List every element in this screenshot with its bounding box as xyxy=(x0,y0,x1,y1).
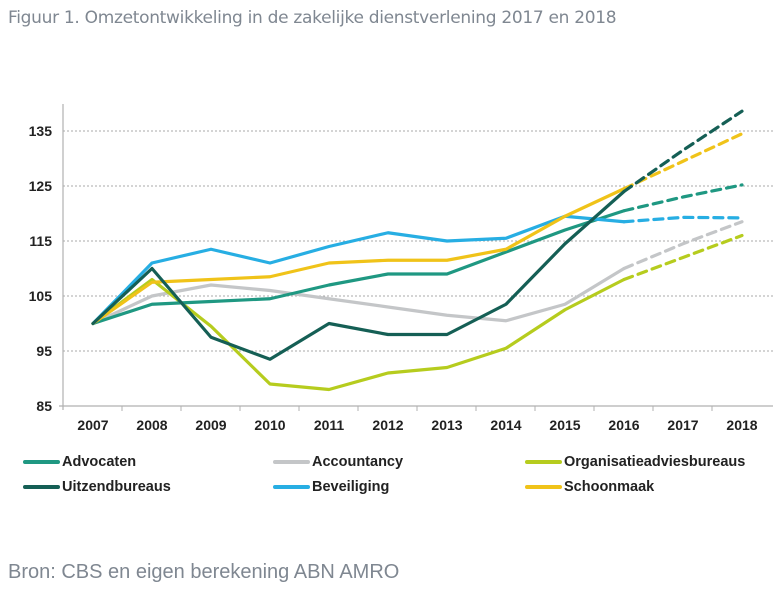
series-schoonmaak xyxy=(91,132,744,326)
x-tick-label: 2014 xyxy=(490,417,521,433)
x-tick-label: 2017 xyxy=(667,417,698,433)
x-tick-label: 2018 xyxy=(726,417,757,433)
legend-swatch xyxy=(525,460,562,464)
legend-item-uitzendbureaus: Uitzendbureaus xyxy=(23,479,171,495)
series-line-actual xyxy=(91,187,626,326)
series-line-actual xyxy=(91,214,626,326)
x-tick-label: 2012 xyxy=(372,417,403,433)
legend-swatch xyxy=(273,485,310,489)
y-axis-ticks: 85 95 105 115 125 135 xyxy=(29,123,53,414)
y-tick-label: 125 xyxy=(29,178,53,194)
legend-swatch xyxy=(23,460,60,464)
legend-label: Schoonmaak xyxy=(564,479,655,495)
source-note: Bron: CBS en eigen berekening ABN AMRO xyxy=(8,561,400,583)
series-line-actual xyxy=(91,189,626,361)
legend-label: Uitzendbureaus xyxy=(62,479,171,495)
legend-swatch xyxy=(525,485,562,489)
series-accountancy xyxy=(91,220,744,326)
legend-item-schoonmaak: Schoonmaak xyxy=(525,479,654,495)
series-line-actual xyxy=(91,266,626,326)
y-tick-label: 105 xyxy=(29,288,53,304)
x-tick-label: 2007 xyxy=(77,417,108,433)
series-line-forecast xyxy=(622,233,744,282)
y-tick-label: 115 xyxy=(29,233,52,249)
x-tick-label: 2008 xyxy=(136,417,167,433)
series-uitzendbureaus xyxy=(91,109,744,361)
series-line-forecast xyxy=(622,220,744,271)
y-tick-label: 95 xyxy=(36,343,52,359)
y-tick-label: 85 xyxy=(36,398,52,414)
series-line-forecast xyxy=(622,109,744,194)
x-tick-label: 2009 xyxy=(195,417,226,433)
legend-label: Organisatieadviesbureaus xyxy=(564,454,746,470)
x-tick-label: 2011 xyxy=(314,417,345,433)
line-chart: 85 95 105 115 125 135 2007 2008 2009 2010 2011 201… xyxy=(29,104,773,433)
legend: Advocaten Uitzendbureaus Accountancy Bev… xyxy=(0,452,784,502)
series-lines xyxy=(91,109,744,392)
legend-label: Accountancy xyxy=(312,454,404,470)
x-tick-label: 2015 xyxy=(549,417,580,433)
legend-swatch xyxy=(273,460,310,464)
legend-item-advocaten: Advocaten xyxy=(23,454,136,470)
x-tick-label: 2010 xyxy=(254,417,285,433)
x-axis-ticks: 2007 2008 2009 2010 2011 2012 2013 2014 2015 2016… xyxy=(77,417,757,433)
figure-title: Figuur 1. Omzetontwikkeling in de zakeli… xyxy=(8,8,617,28)
legend-label: Beveiliging xyxy=(312,479,390,495)
series-line-forecast xyxy=(622,215,744,224)
gridlines xyxy=(63,130,773,352)
legend-swatch xyxy=(23,485,60,489)
series-line-forecast xyxy=(622,183,744,213)
y-tick-label: 135 xyxy=(29,123,53,139)
legend-label: Advocaten xyxy=(62,454,137,470)
x-tick-label: 2016 xyxy=(608,417,639,433)
legend-item-accountancy: Accountancy xyxy=(273,454,403,470)
legend-item-organisatieadviesbureaus: Organisatieadviesbureaus xyxy=(525,454,745,470)
legend-item-beveiliging: Beveiliging xyxy=(273,479,389,495)
series-beveiliging xyxy=(91,214,744,326)
x-tick-label: 2013 xyxy=(431,417,462,433)
axes xyxy=(59,104,773,411)
